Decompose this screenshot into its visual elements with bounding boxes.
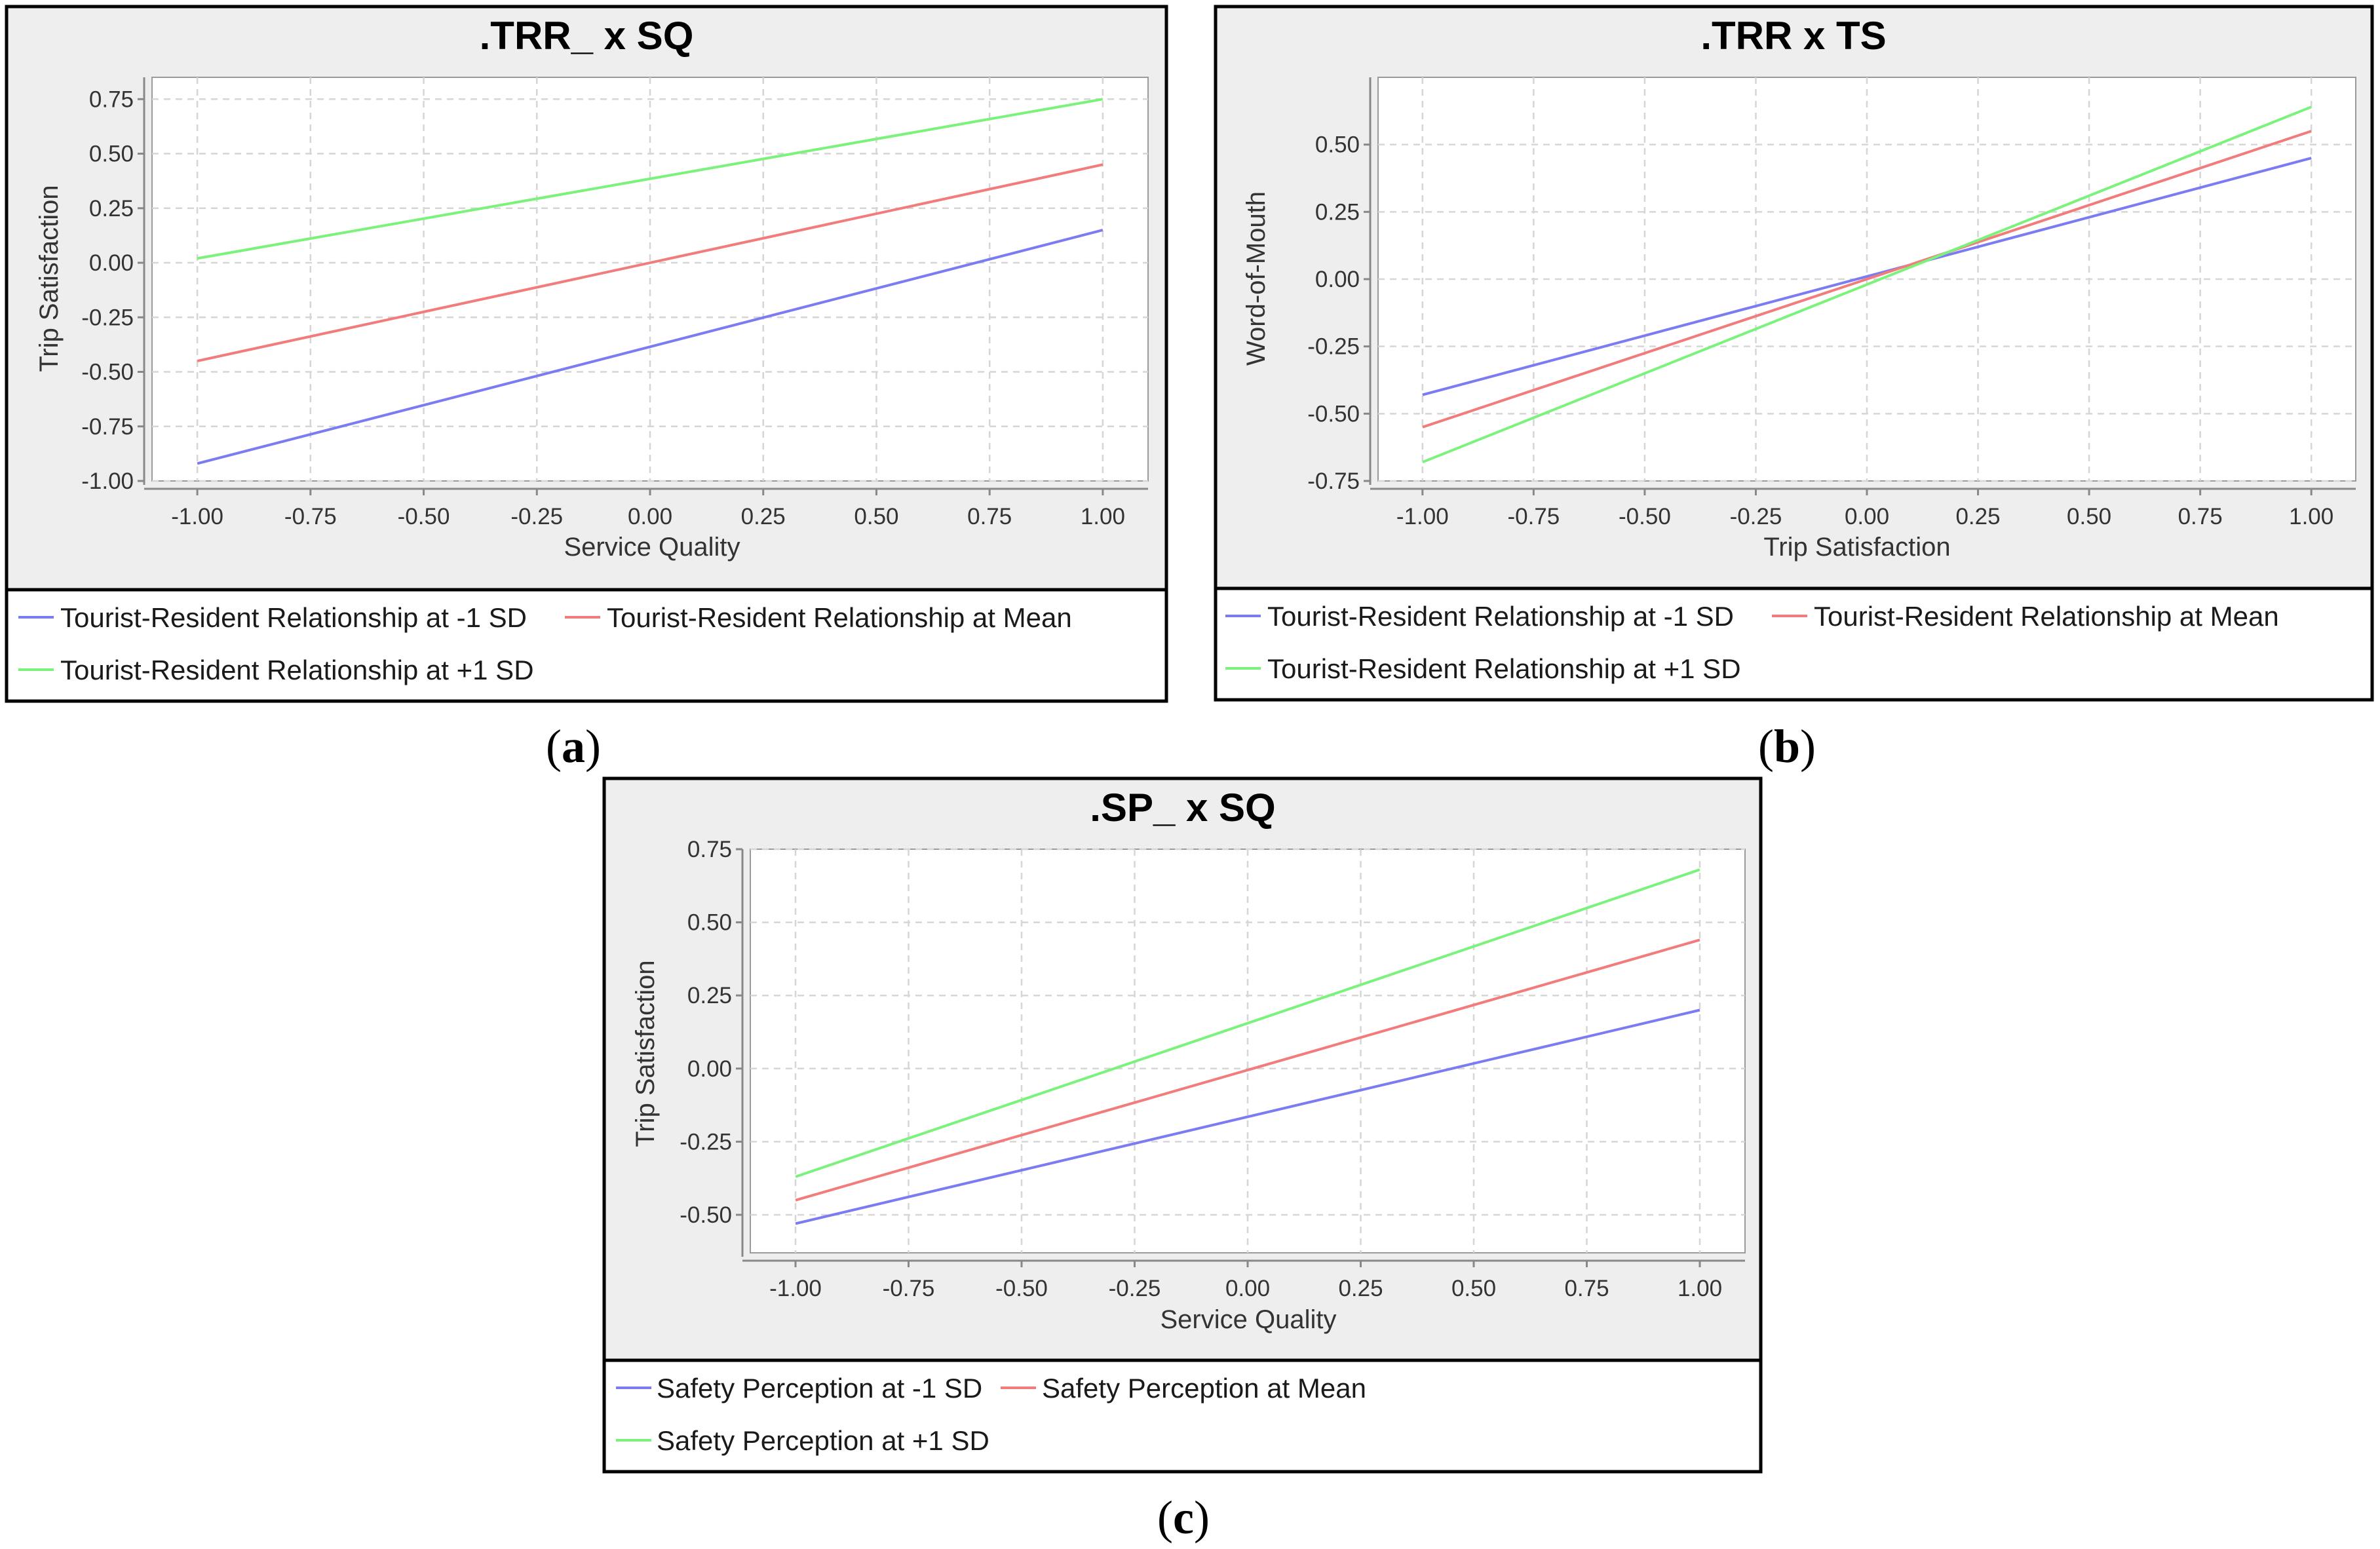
y-tick-label-a-4: 0.00 xyxy=(89,250,134,276)
x-tick-label-a-7: 0.75 xyxy=(967,504,1012,529)
y-tick-label-c-0: -0.50 xyxy=(680,1202,732,1228)
x-tick-label-c-1: -0.75 xyxy=(883,1276,935,1301)
legend-label-b-mean: Tourist-Resident Relationship at Mean xyxy=(1814,601,2279,632)
legend-label-c-mean: Safety Perception at Mean xyxy=(1042,1373,1366,1404)
series-line-c-plus-sd xyxy=(795,868,1700,1178)
y-tick-label-a-0: -1.00 xyxy=(81,469,134,494)
x-tick-label-b-3: -0.25 xyxy=(1730,504,1782,529)
x-axis-label-c: Service Quality xyxy=(1161,1305,1337,1334)
panel-b: .TRR x TS -1.00 -0.75 -0.50 -0.25 0.00 0.25 0.… xyxy=(1214,5,2374,702)
x-tick-label-a-6: 0.50 xyxy=(854,504,898,529)
chart-title-c: .SP_ x SQ xyxy=(1090,786,1275,830)
legend-item-c-plus-sd: Safety Perception at +1 SD xyxy=(616,1425,989,1456)
y-axis-label-c: Trip Satisfaction xyxy=(631,960,660,1147)
x-tick-label-a-1: -0.75 xyxy=(284,504,337,529)
x-tick-label-b-1: -0.75 xyxy=(1507,504,1560,529)
legend-item-b-minus-sd: Tourist-Resident Relationship at -1 SD xyxy=(1225,601,1734,632)
x-tick-label-c-2: -0.50 xyxy=(995,1276,1048,1301)
x-tick-label-c-4: 0.00 xyxy=(1225,1276,1270,1301)
legend-label-a-plus-sd: Tourist-Resident Relationship at +1 SD xyxy=(60,655,534,685)
x-tick-label-c-7: 0.75 xyxy=(1564,1276,1609,1301)
legend-label-b-minus-sd: Tourist-Resident Relationship at -1 SD xyxy=(1267,601,1734,632)
x-tick-label-c-6: 0.50 xyxy=(1451,1276,1496,1301)
x-tick-label-a-2: -0.50 xyxy=(398,504,450,529)
x-axis-label-b: Trip Satisfaction xyxy=(1763,533,1950,562)
caption-b: (b) xyxy=(1758,720,1816,773)
legend-item-a-minus-sd: Tourist-Resident Relationship at -1 SD xyxy=(18,602,527,633)
y-tick-label-a-7: 0.75 xyxy=(89,86,134,112)
caption-b-letter: b xyxy=(1774,720,1800,773)
y-tick-label-c-2: 0.00 xyxy=(687,1056,732,1082)
caption-a: (a) xyxy=(546,720,601,773)
series-line-c-mean xyxy=(795,938,1700,1202)
caption-c: (c) xyxy=(1157,1491,1210,1544)
x-tick-label-b-2: -0.50 xyxy=(1619,504,1671,529)
x-tick-label-c-3: -0.25 xyxy=(1109,1276,1161,1301)
legend-item-a-mean: Tourist-Resident Relationship at Mean xyxy=(565,602,1072,633)
y-tick-label-b-4: 0.25 xyxy=(1315,199,1360,225)
legend-item-c-mean: Safety Perception at Mean xyxy=(1001,1373,1366,1404)
x-tick-label-b-0: -1.00 xyxy=(1396,504,1449,529)
series-line-b-plus-sd xyxy=(1422,105,2312,464)
legend-item-b-plus-sd: Tourist-Resident Relationship at +1 SD xyxy=(1225,653,1741,684)
x-axis-label-a: Service Quality xyxy=(564,533,740,562)
y-tick-label-a-1: -0.75 xyxy=(81,414,134,440)
y-tick-label-c-4: 0.50 xyxy=(687,910,732,936)
plot-area-b: -1.00 -0.75 -0.50 -0.25 0.00 0.25 0.50 0.75 1.00… xyxy=(1307,77,2356,529)
panel-a: .TRR_ x SQ -1.00 -0.75 -0.50 -0.25 0.00 0.25 0… xyxy=(5,5,1168,703)
series-line-b-mean xyxy=(1422,130,2312,429)
legend-label-c-plus-sd: Safety Perception at +1 SD xyxy=(657,1425,989,1456)
y-tick-label-a-6: 0.50 xyxy=(89,142,134,167)
y-tick-label-c-5: 0.75 xyxy=(687,837,732,862)
panel-c: .SP_ x SQ -1.00 -0.75 -0.50 -0.25 0.00 0.25 0.… xyxy=(602,776,1763,1474)
legend-box-b xyxy=(1214,586,2374,702)
legend-box-a xyxy=(5,588,1168,703)
x-tick-label-b-4: 0.00 xyxy=(1845,504,1889,529)
legend-item-a-plus-sd: Tourist-Resident Relationship at +1 SD xyxy=(18,655,534,685)
x-tick-label-b-6: 0.50 xyxy=(2067,504,2111,529)
x-tick-label-a-5: 0.25 xyxy=(741,504,786,529)
y-tick-label-b-0: -0.75 xyxy=(1307,469,1360,494)
x-tick-label-a-8: 1.00 xyxy=(1081,504,1125,529)
y-tick-label-a-5: 0.25 xyxy=(89,196,134,221)
y-tick-label-b-5: 0.50 xyxy=(1315,132,1360,158)
x-tick-label-c-8: 1.00 xyxy=(1678,1276,1722,1301)
legend-label-b-plus-sd: Tourist-Resident Relationship at +1 SD xyxy=(1267,653,1741,684)
series-line-a-minus-sd xyxy=(197,229,1104,465)
y-axis-label-b: Word-of-Mouth xyxy=(1242,191,1271,366)
y-tick-label-a-3: -0.25 xyxy=(81,305,134,330)
y-tick-label-a-2: -0.50 xyxy=(81,360,134,385)
series-line-a-mean xyxy=(197,163,1104,362)
y-tick-label-b-1: -0.50 xyxy=(1307,401,1360,427)
legend-label-c-minus-sd: Safety Perception at -1 SD xyxy=(657,1373,982,1404)
y-tick-label-c-1: -0.25 xyxy=(680,1129,732,1155)
x-tick-label-b-8: 1.00 xyxy=(2289,504,2333,529)
x-tick-label-c-5: 0.25 xyxy=(1338,1276,1383,1301)
y-tick-label-c-3: 0.25 xyxy=(687,983,732,1008)
caption-c-letter: c xyxy=(1173,1491,1194,1544)
x-tick-label-a-3: -0.25 xyxy=(510,504,563,529)
chart-title-b: .TRR x TS xyxy=(1700,14,1886,58)
x-tick-label-b-5: 0.25 xyxy=(1955,504,2000,529)
x-tick-label-b-7: 0.75 xyxy=(2178,504,2223,529)
y-tick-label-b-2: -0.25 xyxy=(1307,334,1360,360)
caption-a-letter: a xyxy=(562,720,585,773)
legend-box-c xyxy=(602,1358,1763,1474)
legend-label-a-mean: Tourist-Resident Relationship at Mean xyxy=(607,602,1072,633)
x-tick-label-c-0: -1.00 xyxy=(769,1276,822,1301)
y-axis-label-a: Trip Satisfaction xyxy=(35,185,64,372)
series-line-c-minus-sd xyxy=(795,1008,1700,1225)
legend-label-a-minus-sd: Tourist-Resident Relationship at -1 SD xyxy=(60,602,527,633)
x-tick-label-a-4: 0.00 xyxy=(628,504,672,529)
legend-item-b-mean: Tourist-Resident Relationship at Mean xyxy=(1772,601,2279,632)
chart-title-a: .TRR_ x SQ xyxy=(480,14,694,58)
y-tick-label-b-3: 0.00 xyxy=(1315,267,1360,292)
legend-item-c-minus-sd: Safety Perception at -1 SD xyxy=(616,1373,982,1404)
series-line-b-minus-sd xyxy=(1422,157,2312,396)
plot-area-c: -1.00 -0.75 -0.50 -0.25 0.00 0.25 0.50 0.75 1.00… xyxy=(680,837,1746,1301)
series-line-a-plus-sd xyxy=(197,98,1104,260)
x-tick-label-a-0: -1.00 xyxy=(171,504,223,529)
plot-area-a: -1.00 -0.75 -0.50 -0.25 0.00 0.25 0.50 0.75 1.00… xyxy=(81,77,1149,529)
